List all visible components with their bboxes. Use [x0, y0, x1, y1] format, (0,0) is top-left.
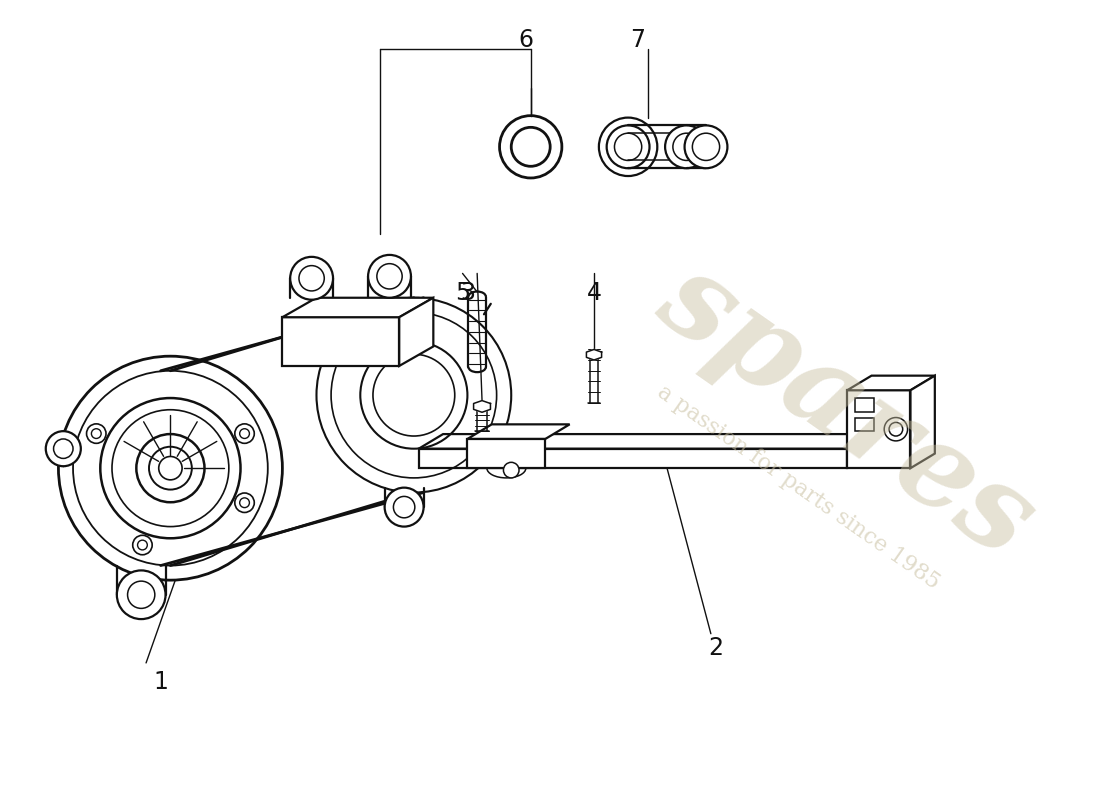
Circle shape	[368, 255, 411, 298]
Polygon shape	[855, 398, 875, 412]
Polygon shape	[419, 434, 871, 449]
Text: 5: 5	[455, 281, 470, 305]
Circle shape	[499, 116, 562, 178]
Circle shape	[158, 457, 183, 480]
Polygon shape	[586, 350, 602, 360]
Circle shape	[884, 418, 908, 441]
Text: 3: 3	[460, 281, 475, 305]
Polygon shape	[847, 390, 911, 468]
Circle shape	[504, 462, 519, 478]
Polygon shape	[468, 424, 570, 439]
Circle shape	[58, 356, 283, 580]
Text: 2: 2	[708, 636, 723, 660]
Polygon shape	[855, 418, 875, 431]
Circle shape	[290, 257, 333, 300]
Text: 1: 1	[153, 670, 168, 694]
Polygon shape	[399, 298, 433, 366]
Polygon shape	[468, 439, 546, 468]
Polygon shape	[911, 376, 935, 468]
Polygon shape	[474, 401, 491, 412]
Polygon shape	[847, 376, 935, 390]
Circle shape	[598, 118, 658, 176]
Circle shape	[666, 126, 708, 168]
Polygon shape	[419, 449, 847, 468]
Text: spares: spares	[638, 240, 1056, 580]
Text: 4: 4	[586, 281, 602, 305]
Circle shape	[136, 434, 205, 502]
Text: 7: 7	[630, 28, 646, 52]
Circle shape	[46, 431, 80, 466]
Circle shape	[684, 126, 727, 168]
Text: 6: 6	[518, 28, 534, 52]
Circle shape	[385, 488, 424, 526]
Polygon shape	[283, 318, 399, 366]
Circle shape	[117, 570, 165, 619]
Polygon shape	[283, 298, 433, 318]
Text: a passion for parts since 1985: a passion for parts since 1985	[653, 382, 944, 594]
